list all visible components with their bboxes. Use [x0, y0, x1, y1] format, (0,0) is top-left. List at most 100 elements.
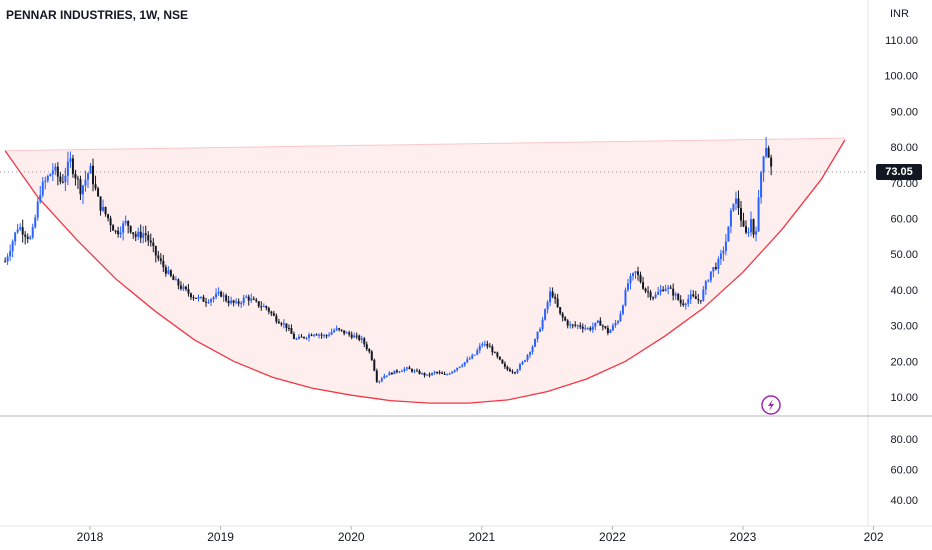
- candle: [431, 372, 434, 376]
- candle-body: [644, 288, 647, 292]
- candle: [498, 356, 501, 361]
- candle: [478, 343, 481, 354]
- candle: [207, 299, 210, 304]
- candle: [423, 372, 426, 378]
- candle-body: [478, 345, 481, 351]
- candle-body: [282, 323, 285, 325]
- y-tick-label: 20.00: [890, 356, 918, 368]
- candle: [102, 199, 105, 212]
- candle: [179, 281, 182, 291]
- candle: [169, 269, 172, 278]
- candle-body: [707, 280, 710, 282]
- candle-body: [446, 374, 449, 376]
- candle-body: [107, 214, 110, 219]
- candle: [335, 325, 338, 331]
- candle-body: [421, 373, 424, 375]
- candle: [639, 271, 642, 284]
- candle-body: [390, 372, 393, 375]
- candle-body: [682, 303, 685, 306]
- candle-body: [385, 375, 388, 377]
- candle: [672, 283, 675, 301]
- candle-body: [262, 306, 265, 308]
- candle-body: [732, 203, 735, 211]
- candle: [134, 231, 137, 242]
- candle: [167, 266, 170, 275]
- candle-body: [611, 325, 614, 331]
- cup-rim-line: [5, 137, 845, 152]
- candle: [323, 333, 326, 339]
- candle: [19, 223, 22, 231]
- candle-body: [724, 241, 727, 251]
- candle-body: [672, 288, 675, 296]
- candle-body: [652, 297, 655, 299]
- candle-body: [368, 349, 371, 352]
- candle: [275, 313, 278, 324]
- candle-body: [438, 372, 441, 374]
- candle: [747, 227, 750, 237]
- candle-body: [335, 328, 338, 331]
- candle-body: [328, 334, 331, 336]
- candle: [679, 295, 682, 307]
- candle-body: [639, 274, 642, 283]
- candle: [438, 370, 441, 375]
- candle: [559, 306, 562, 316]
- candle-body: [94, 184, 97, 189]
- candle: [24, 231, 27, 245]
- lower-pane-tick-label: 60.00: [890, 465, 918, 477]
- candle: [187, 284, 190, 297]
- candle-body: [255, 299, 258, 302]
- candle-body: [189, 293, 192, 298]
- candle: [642, 276, 645, 290]
- candle-body: [182, 286, 185, 289]
- candle-body: [566, 320, 569, 326]
- x-tick-label: 2022: [599, 530, 626, 544]
- candle: [624, 287, 627, 307]
- candle: [310, 333, 313, 337]
- candle-body: [147, 235, 150, 241]
- candle-body: [252, 298, 255, 300]
- candle-body: [302, 336, 305, 338]
- candle-body: [220, 291, 223, 297]
- candle: [516, 368, 519, 374]
- candle-body: [71, 158, 74, 174]
- candle: [46, 174, 49, 184]
- candle: [333, 328, 336, 333]
- candle-body: [601, 325, 604, 327]
- x-tick-label: 2019: [207, 530, 234, 544]
- y-tick-label: 30.00: [890, 321, 918, 333]
- candle: [338, 327, 341, 332]
- candle-body: [378, 381, 381, 383]
- candle: [539, 327, 542, 333]
- candle-body: [428, 374, 431, 376]
- candle: [596, 319, 599, 324]
- candle: [689, 289, 692, 305]
- candle: [463, 362, 466, 367]
- candle-body: [529, 352, 532, 355]
- candle-body: [526, 354, 529, 361]
- candle-body: [64, 175, 67, 183]
- candle-body: [491, 346, 494, 353]
- candle: [353, 332, 356, 338]
- lightning-icon[interactable]: [761, 395, 781, 415]
- candle-body: [84, 179, 87, 186]
- candle: [722, 246, 725, 262]
- candle: [765, 136, 768, 159]
- candle: [29, 235, 32, 241]
- candle-body: [343, 330, 346, 334]
- candle-body: [647, 291, 650, 293]
- candle: [601, 324, 604, 331]
- candle: [282, 319, 285, 329]
- candle: [4, 257, 7, 263]
- candle: [569, 321, 572, 329]
- candle-body: [295, 338, 298, 340]
- candle-body: [634, 271, 637, 274]
- candle: [734, 191, 737, 211]
- candle-body: [745, 226, 748, 233]
- candle-body: [237, 301, 240, 304]
- candle: [631, 272, 634, 281]
- candle: [549, 287, 552, 307]
- lightning-bolt: [768, 399, 774, 411]
- candle: [584, 324, 587, 331]
- candle-body: [629, 276, 632, 284]
